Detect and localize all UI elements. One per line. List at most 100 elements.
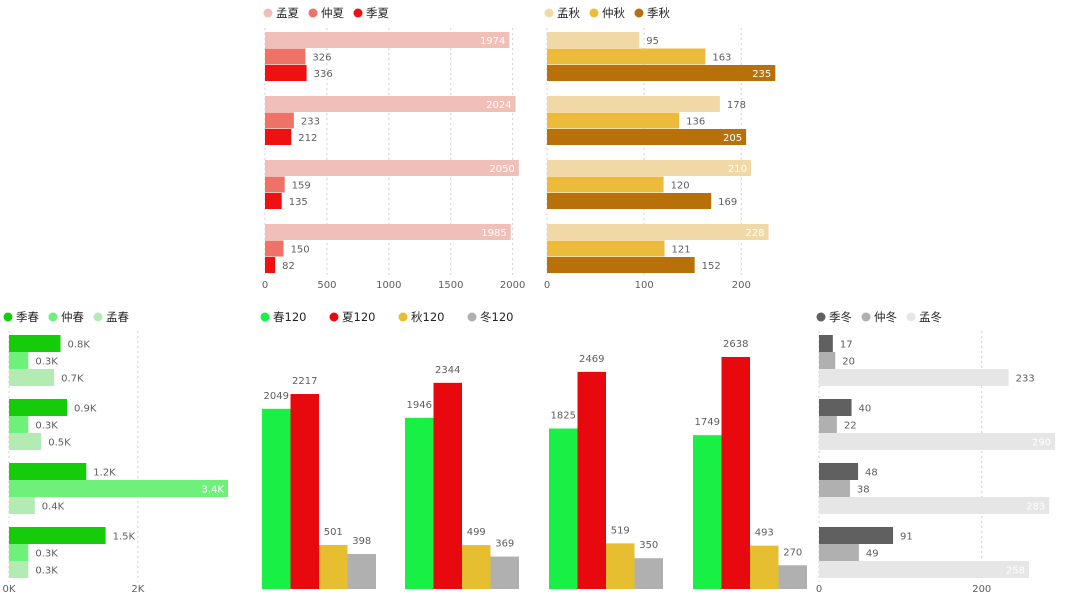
legend-label: 季春: [16, 310, 39, 324]
data-label: 336: [314, 69, 333, 80]
bar: [819, 335, 833, 352]
summer-chart: 孟夏 仲夏 季夏 0 500 1000 1500 2000 1974 326 336 2024 233 2…: [262, 6, 526, 291]
data-label: 1985: [481, 228, 506, 239]
bar: [693, 435, 722, 589]
bar: [405, 417, 434, 589]
data-label: 499: [467, 527, 486, 538]
bar: [9, 463, 87, 480]
legend-marker: [589, 8, 599, 18]
bar: [490, 556, 519, 589]
data-label: 283: [1026, 502, 1045, 513]
data-label: 290: [1032, 438, 1051, 449]
bar: [9, 369, 55, 386]
bar: [547, 160, 751, 176]
data-label: 0.4K: [42, 502, 65, 513]
legend-label: 季夏: [366, 6, 389, 20]
bar: [547, 257, 695, 273]
data-label: 2049: [264, 391, 289, 402]
data-label: 1946: [407, 400, 432, 411]
data-label: 152: [702, 261, 721, 272]
bar: [265, 65, 307, 81]
data-label: 95: [646, 36, 659, 47]
data-label: 91: [900, 532, 913, 543]
data-label: 136: [686, 117, 705, 128]
data-label: 398: [352, 536, 371, 547]
legend-label: 孟春: [106, 310, 129, 324]
bar: [9, 497, 35, 514]
legend-marker: [861, 312, 871, 322]
legend-marker: [906, 312, 916, 322]
data-label: 228: [745, 228, 764, 239]
legend-marker: [398, 312, 408, 322]
data-label: 1749: [695, 417, 720, 428]
data-label: 2469: [579, 354, 604, 365]
data-label: 0.3K: [35, 549, 58, 560]
bar: [547, 96, 720, 112]
data-label: 270: [783, 547, 802, 558]
legend-marker: [308, 8, 318, 18]
legend-label: 春120: [273, 310, 306, 324]
bar: [462, 545, 491, 589]
data-label: 22: [844, 421, 857, 432]
data-label: 233: [1016, 374, 1035, 385]
data-label: 0.5K: [48, 438, 71, 449]
data-label: 2344: [435, 365, 460, 376]
bar: [9, 416, 29, 433]
legend-label: 仲秋: [602, 6, 625, 20]
x-tick-label: 1500: [438, 280, 463, 291]
data-label: 2050: [489, 164, 514, 175]
bar: [819, 433, 1055, 450]
legend-label: 孟冬: [919, 310, 942, 324]
x-tick-label: 2000: [500, 280, 525, 291]
data-label: 49: [866, 549, 879, 560]
legend-marker: [3, 312, 13, 322]
bar: [265, 129, 292, 145]
bar: [819, 561, 1029, 578]
x-tick-label: 100: [635, 280, 654, 291]
bar: [819, 544, 859, 561]
bar: [547, 193, 712, 209]
legend-label: 仲春: [61, 310, 84, 324]
data-label: 2217: [292, 376, 317, 387]
data-label: 40: [859, 404, 872, 415]
data-label: 369: [495, 539, 514, 550]
legend-label: 孟夏: [276, 6, 299, 20]
legend-label: 夏120: [342, 310, 375, 324]
bar: [9, 433, 42, 450]
data-label: 17: [840, 340, 853, 351]
bar: [9, 561, 29, 578]
legend-marker: [353, 8, 363, 18]
bar: [547, 240, 665, 257]
x-tick-label: 0: [262, 280, 268, 291]
bar: [547, 176, 664, 193]
data-label: 1.5K: [113, 532, 136, 543]
legend-marker: [329, 312, 339, 322]
bar: [9, 335, 61, 352]
legend-marker: [260, 312, 270, 322]
data-label: 135: [289, 197, 308, 208]
data-label: 20: [842, 357, 855, 368]
bar: [547, 65, 776, 81]
bar: [265, 224, 511, 240]
data-label: 519: [611, 525, 630, 536]
data-label: 120: [671, 181, 690, 192]
bar: [290, 394, 319, 589]
data-label: 350: [639, 540, 658, 551]
bar: [549, 428, 578, 589]
bar: [265, 112, 294, 129]
x-tick-label: 500: [317, 280, 336, 291]
bar: [265, 257, 276, 273]
legend-label: 季冬: [829, 310, 852, 324]
data-label: 1.2K: [93, 468, 116, 479]
data-label: 48: [865, 468, 878, 479]
bar: [778, 565, 807, 589]
bar: [819, 527, 894, 544]
data-label: 2638: [723, 339, 748, 350]
data-label: 212: [298, 133, 317, 144]
legend-label: 秋120: [411, 310, 444, 324]
bar: [606, 543, 635, 589]
bar: [819, 352, 836, 369]
data-label: 258: [1006, 566, 1025, 577]
